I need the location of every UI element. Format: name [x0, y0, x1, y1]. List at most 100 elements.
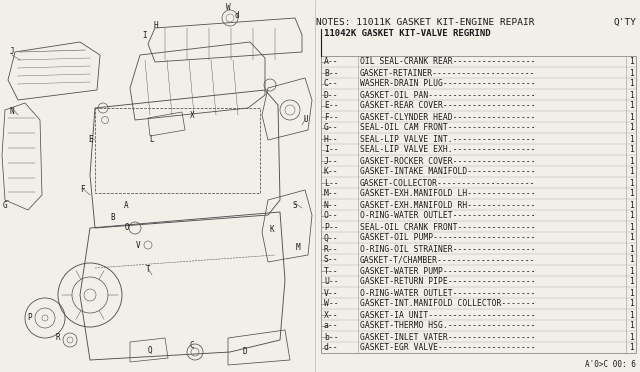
Text: GASKET-THERMO HSG.------------------: GASKET-THERMO HSG.------------------	[360, 321, 536, 330]
Text: GASKET-INT.MANIFOLD COLLECTOR-------: GASKET-INT.MANIFOLD COLLECTOR-------	[360, 299, 536, 308]
Text: N: N	[10, 108, 14, 116]
Text: D--: D--	[324, 90, 339, 99]
Text: SEAL-OIL CAM FRONT------------------: SEAL-OIL CAM FRONT------------------	[360, 124, 536, 132]
Text: W--: W--	[324, 299, 339, 308]
Text: T: T	[146, 266, 150, 275]
Text: 1: 1	[629, 90, 634, 99]
Text: GASKET-INTAKE MANIFOLD--------------: GASKET-INTAKE MANIFOLD--------------	[360, 167, 536, 176]
Text: 1: 1	[629, 135, 634, 144]
Text: 1: 1	[629, 278, 634, 286]
Text: L: L	[150, 135, 154, 144]
Text: F--: F--	[324, 112, 339, 122]
Text: C--: C--	[324, 80, 339, 89]
Text: M--: M--	[324, 189, 339, 199]
Text: GASKET-COLLECTOR--------------------: GASKET-COLLECTOR--------------------	[360, 179, 536, 187]
Text: U--: U--	[324, 278, 339, 286]
Text: K: K	[269, 225, 275, 234]
Text: 1: 1	[629, 212, 634, 221]
Text: GASKET-ROCKER COVER-----------------: GASKET-ROCKER COVER-----------------	[360, 157, 536, 166]
Bar	[95, 108, 260, 193]
Text: E: E	[89, 135, 93, 144]
Text: d--: d--	[324, 343, 339, 353]
Text: 1: 1	[629, 343, 634, 353]
Text: OIL SEAL-CRANK REAR-----------------: OIL SEAL-CRANK REAR-----------------	[360, 58, 536, 67]
Text: b--: b--	[324, 333, 339, 341]
Text: GASKET-REAR COVER-------------------: GASKET-REAR COVER-------------------	[360, 102, 536, 110]
Text: d: d	[235, 10, 239, 19]
Text: A: A	[124, 201, 128, 209]
Text: Q: Q	[148, 346, 152, 355]
Text: NOTES: 11011K GASKET KIT-ENGINE REPAIR: NOTES: 11011K GASKET KIT-ENGINE REPAIR	[316, 18, 534, 27]
Text: V--: V--	[324, 289, 339, 298]
Text: G: G	[3, 201, 7, 209]
Text: A'0>C 00: 6: A'0>C 00: 6	[585, 360, 636, 369]
Bar	[321, 56, 636, 353]
Text: B: B	[111, 214, 115, 222]
Text: 1: 1	[629, 157, 634, 166]
Text: 1: 1	[629, 102, 634, 110]
Text: 1: 1	[629, 234, 634, 243]
Text: I: I	[143, 32, 147, 41]
Text: X--: X--	[324, 311, 339, 320]
Text: P--: P--	[324, 222, 339, 231]
Text: 1: 1	[629, 266, 634, 276]
Text: GASKET-CLYNDER HEAD-----------------: GASKET-CLYNDER HEAD-----------------	[360, 112, 536, 122]
Text: R--: R--	[324, 244, 339, 253]
Text: 1: 1	[629, 179, 634, 187]
Text: 1: 1	[629, 311, 634, 320]
Text: E--: E--	[324, 102, 339, 110]
Text: N--: N--	[324, 201, 339, 209]
Text: S: S	[292, 201, 298, 209]
Text: 1: 1	[629, 256, 634, 264]
Text: SEAL-OIL CRANK FRONT----------------: SEAL-OIL CRANK FRONT----------------	[360, 222, 536, 231]
Text: 1: 1	[629, 222, 634, 231]
Text: 1: 1	[629, 189, 634, 199]
Text: WASHER-DRAIN PLUG-------------------: WASHER-DRAIN PLUG-------------------	[360, 80, 536, 89]
Text: GASKET-T/CHAMBER--------------------: GASKET-T/CHAMBER--------------------	[360, 256, 536, 264]
Text: 1: 1	[629, 289, 634, 298]
Text: I--: I--	[324, 145, 339, 154]
Text: GASKET-EXH.MANIFOLD RH--------------: GASKET-EXH.MANIFOLD RH--------------	[360, 201, 536, 209]
Text: GASKET-EGR VALVE--------------------: GASKET-EGR VALVE--------------------	[360, 343, 536, 353]
Text: B--: B--	[324, 68, 339, 77]
Text: H: H	[154, 22, 158, 31]
Text: GASKET-INLET VATER------------------: GASKET-INLET VATER------------------	[360, 333, 536, 341]
Text: GASKET-OIL PUMP---------------------: GASKET-OIL PUMP---------------------	[360, 234, 536, 243]
Text: O-RING-OIL STRAINER-----------------: O-RING-OIL STRAINER-----------------	[360, 244, 536, 253]
Text: 1: 1	[629, 167, 634, 176]
Text: F: F	[80, 186, 84, 195]
Text: T--: T--	[324, 266, 339, 276]
Text: Q'TY: Q'TY	[613, 18, 636, 27]
Text: 1: 1	[629, 333, 634, 341]
Text: O: O	[125, 224, 129, 232]
Text: J: J	[10, 48, 14, 57]
Text: O--: O--	[324, 212, 339, 221]
Text: J--: J--	[324, 157, 339, 166]
Text: 1: 1	[629, 68, 634, 77]
Text: W: W	[226, 3, 230, 13]
Text: G--: G--	[324, 124, 339, 132]
Text: 1: 1	[629, 321, 634, 330]
Text: Q--: Q--	[324, 234, 339, 243]
Text: GASKET-OIL PAN----------------------: GASKET-OIL PAN----------------------	[360, 90, 536, 99]
Text: U: U	[304, 115, 308, 125]
Text: H--: H--	[324, 135, 339, 144]
Text: M: M	[296, 244, 300, 253]
Text: GASKET-WATER PUMP-------------------: GASKET-WATER PUMP-------------------	[360, 266, 536, 276]
Text: SEAL-LIP VALVE EXH.-----------------: SEAL-LIP VALVE EXH.-----------------	[360, 145, 536, 154]
Text: O-RING-WATER OUTLET-----------------: O-RING-WATER OUTLET-----------------	[360, 212, 536, 221]
Text: 1: 1	[629, 145, 634, 154]
Text: 1: 1	[629, 244, 634, 253]
Text: K--: K--	[324, 167, 339, 176]
Text: C: C	[189, 340, 195, 350]
Text: O-RING-WATER OUTLET-----------------: O-RING-WATER OUTLET-----------------	[360, 289, 536, 298]
Text: P: P	[28, 314, 32, 323]
Text: 1: 1	[629, 299, 634, 308]
Text: A--: A--	[324, 58, 339, 67]
Text: GASKET-IA UNIT----------------------: GASKET-IA UNIT----------------------	[360, 311, 536, 320]
Text: 1: 1	[629, 112, 634, 122]
Text: GASKET-RETAINER---------------------: GASKET-RETAINER---------------------	[360, 68, 536, 77]
Text: GASKET-EXH.MANIFOLD LH--------------: GASKET-EXH.MANIFOLD LH--------------	[360, 189, 536, 199]
Text: a--: a--	[324, 321, 339, 330]
Text: 1: 1	[629, 124, 634, 132]
